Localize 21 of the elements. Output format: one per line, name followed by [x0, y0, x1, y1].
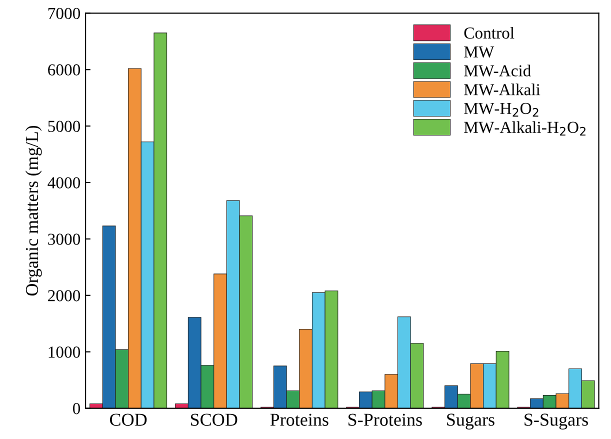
y-tick-label: 5000	[48, 120, 80, 132]
y-tick-label: 2000	[48, 290, 80, 302]
y-tick-label: 6000	[48, 64, 80, 76]
y-tick-label: 7000	[48, 8, 80, 20]
legend-label: MW	[464, 46, 494, 58]
legend-label: MW-Alkali-H$_{2}$O$_{2}$	[464, 121, 586, 136]
x-tick-label: Proteins	[270, 414, 328, 426]
x-tick-label: Sugars	[447, 414, 494, 430]
y-axis-title: Organic matters (mg/L)	[25, 126, 42, 296]
x-tick-label: S-Proteins	[348, 414, 422, 426]
x-tick-label: COD	[110, 414, 147, 426]
x-tick-label: SCOD	[190, 414, 238, 426]
legend-label: Control	[464, 26, 514, 39]
y-tick-label: 3000	[48, 234, 80, 245]
y-tick-label: 1000	[48, 346, 80, 358]
x-tick-label: S-Sugars	[524, 414, 588, 430]
legend-label: MW-H$_{2}$O$_{2}$	[464, 102, 538, 117]
y-tick-label: 0	[72, 402, 80, 414]
y-tick-label: 4000	[48, 177, 80, 188]
legend-label: MW-Alkali	[464, 84, 540, 96]
legend-label: MW-Acid	[464, 64, 531, 77]
